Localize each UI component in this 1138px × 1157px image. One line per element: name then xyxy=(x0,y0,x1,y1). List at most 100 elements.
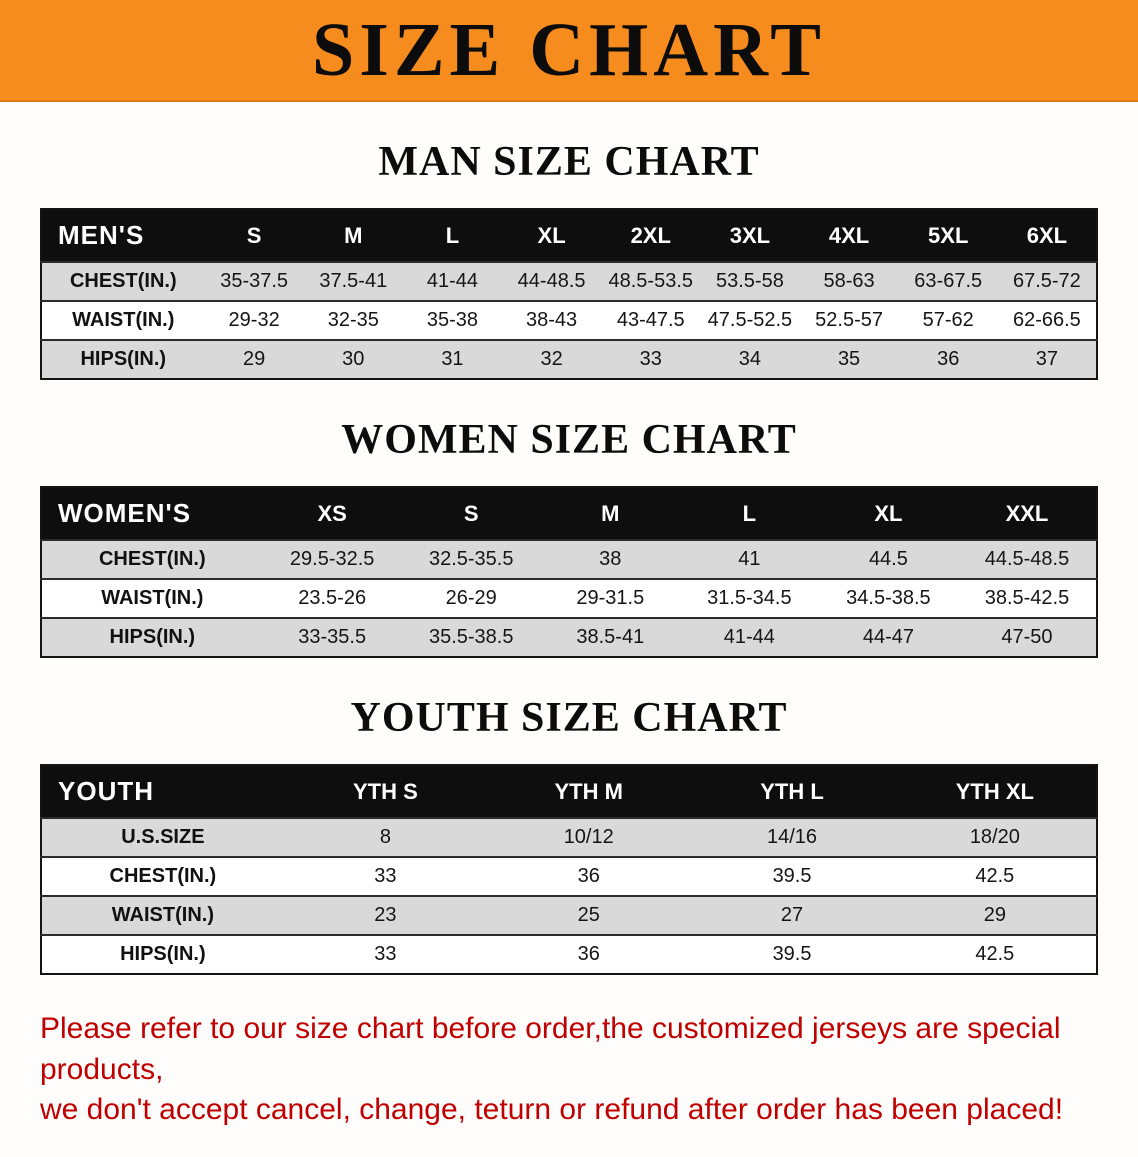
measurement-label: CHEST(IN.) xyxy=(109,865,217,887)
measurement-label: CHEST(IN.) xyxy=(98,548,206,570)
measurement-value: 35.5-38.5 xyxy=(428,626,514,648)
measurement-value: 44.5 xyxy=(868,548,908,570)
measurement-label: HIPS(IN.) xyxy=(120,943,206,965)
measurement-row: CHEST(IN.) 29.5-32.5 32.5-35.5 38 41 44.5 44.5… xyxy=(41,540,1097,579)
measurement-value: 29-32 xyxy=(228,309,280,331)
man-size-heading: MAN SIZE CHART xyxy=(378,139,760,185)
size-column-header: 4XL xyxy=(799,209,899,262)
measurement-row: WAIST(IN.) 23.5-26 26-29 29-31.5 31.5-34.5 34… xyxy=(41,579,1097,618)
measurement-value: 63-67.5 xyxy=(914,270,983,292)
measurement-label: WAIST(IN.) xyxy=(111,904,214,926)
measurement-value: 58-63 xyxy=(823,270,875,292)
size-column-header: YTH XL xyxy=(893,765,1097,818)
measurement-value: 32 xyxy=(540,348,563,370)
measurement-value: 48.5-53.5 xyxy=(608,270,693,292)
measurement-value: 37 xyxy=(1035,348,1059,370)
measurement-label: CHEST(IN.) xyxy=(69,270,177,292)
measurement-value: 33 xyxy=(374,943,397,965)
size-column-header: 2XL xyxy=(601,209,701,262)
measurement-value: 38.5-41 xyxy=(576,626,645,648)
measurement-label: WAIST(IN.) xyxy=(72,309,175,331)
measurement-value: 23 xyxy=(374,904,397,926)
disclaimer-line-1: Please refer to our size chart before or… xyxy=(40,1012,1061,1086)
measurement-value: 34.5-38.5 xyxy=(846,587,931,609)
size-column-header: M xyxy=(540,487,680,540)
measurement-value: 27 xyxy=(780,904,804,926)
size-column-header: YTH L xyxy=(690,765,894,818)
measurement-value: 31.5-34.5 xyxy=(707,587,792,609)
measurement-value: 33 xyxy=(639,348,662,370)
measurement-value: 14/16 xyxy=(767,826,818,848)
size-column-header: XL xyxy=(502,209,602,262)
measurement-row: HIPS(IN.) 33 36 39.5 42.5 xyxy=(41,935,1097,974)
man-size-table: MEN'S S M L XL 2XL 3XL 4XL 5XL 6XL CHEST(IN.) 35-37… xyxy=(40,208,1098,380)
measurement-value: 44-47 xyxy=(862,626,914,648)
measurement-value: 44.5-48.5 xyxy=(984,548,1070,570)
measurement-value: 41-44 xyxy=(426,270,479,292)
measurement-value: 34 xyxy=(738,348,762,370)
women-size-section: WOMEN SIZE CHART WOMEN'S XS S M L XL XXL CHEST(… xyxy=(0,416,1138,658)
banner: SIZE CHART xyxy=(0,0,1138,102)
measurement-value: 35-37.5 xyxy=(220,270,289,292)
measurement-row: HIPS(IN.) 29 30 31 32 33 34 35 36 37 xyxy=(41,340,1097,379)
measurement-value: 31 xyxy=(441,348,464,370)
measurement-value: 32.5-35.5 xyxy=(428,548,514,570)
size-column-header: L xyxy=(402,209,503,262)
measurement-value: 47-50 xyxy=(1001,626,1053,648)
measurement-row: HIPS(IN.) 33-35.5 35.5-38.5 38.5-41 41-44 44-… xyxy=(41,618,1097,657)
measurement-value: 36 xyxy=(577,865,600,887)
women-size-table: WOMEN'S XS S M L XL XXL CHEST(IN.) 29.5-32.5 32.5… xyxy=(40,486,1098,658)
measurement-value: 67.5-72 xyxy=(1012,270,1081,292)
measurement-value: 38 xyxy=(599,548,622,570)
size-column-header: M xyxy=(303,209,403,262)
measurement-value: 10/12 xyxy=(563,826,614,848)
youth-size-section: YOUTH SIZE CHART YOUTH YTH S YTH M YTH L YTH… xyxy=(0,694,1138,975)
table-header-row: YOUTH YTH S YTH M YTH L YTH XL xyxy=(41,765,1097,818)
measurement-value: 39.5 xyxy=(772,865,812,887)
measurement-value: 44-48.5 xyxy=(517,270,586,292)
disclaimer: Please refer to our size chart before or… xyxy=(40,1009,1098,1131)
size-column-header: 5XL xyxy=(898,209,998,262)
table-header-row: MEN'S S M L XL 2XL 3XL 4XL 5XL 6XL xyxy=(41,209,1097,262)
measurement-value: 33-35.5 xyxy=(298,626,367,648)
table-title-cell: YOUTH xyxy=(41,765,284,818)
measurement-value: 29 xyxy=(243,348,266,370)
measurement-value: 32-35 xyxy=(327,309,379,331)
measurement-value: 29 xyxy=(983,904,1006,926)
measurement-value: 35 xyxy=(837,348,861,370)
table-header-row: WOMEN'S XS S M L XL XXL xyxy=(41,487,1097,540)
measurement-label: WAIST(IN.) xyxy=(101,587,204,609)
page-title: SIZE CHART xyxy=(311,8,826,92)
size-column-header: L xyxy=(679,487,819,540)
table-title-cell: WOMEN'S xyxy=(41,487,263,540)
measurement-label: HIPS(IN.) xyxy=(80,348,167,370)
measurement-value: 42.5 xyxy=(975,943,1015,965)
measurement-value: 37.5-41 xyxy=(319,270,388,292)
measurement-value: 41-44 xyxy=(723,626,775,648)
size-column-header: S xyxy=(401,487,541,540)
man-size-section: MAN SIZE CHART MEN'S S M L XL 2XL 3XL 4XL 5XL 6XL… xyxy=(0,138,1138,380)
measurement-value: 42.5 xyxy=(975,865,1015,887)
youth-size-table: YOUTH YTH S YTH M YTH L YTH XL U.S.SIZE 8 10/12… xyxy=(40,764,1098,975)
measurement-value: 18/20 xyxy=(969,826,1020,848)
measurement-value: 23.5-26 xyxy=(298,587,367,609)
size-column-header: YTH M xyxy=(487,765,691,818)
size-column-header: S xyxy=(204,209,304,262)
measurement-value: 38-43 xyxy=(526,309,578,331)
youth-size-heading: YOUTH SIZE CHART xyxy=(350,695,788,741)
measurement-value: 26-29 xyxy=(445,587,497,609)
measurement-value: 39.5 xyxy=(772,943,812,965)
measurement-value: 38.5-42.5 xyxy=(984,587,1070,609)
measurement-value: 8 xyxy=(379,826,391,848)
measurement-value: 29-31.5 xyxy=(576,587,645,609)
measurement-row: WAIST(IN.) 29-32 32-35 35-38 38-43 43-47.5 47.… xyxy=(41,301,1097,340)
measurement-value: 35-38 xyxy=(426,309,479,331)
women-size-heading: WOMEN SIZE CHART xyxy=(341,417,797,463)
measurement-value: 25 xyxy=(577,904,600,926)
size-column-header: 3XL xyxy=(700,209,800,262)
measurement-label: HIPS(IN.) xyxy=(109,626,196,648)
table-title-cell: MEN'S xyxy=(41,209,205,262)
measurement-value: 41 xyxy=(738,548,761,570)
size-column-header: YTH S xyxy=(283,765,488,818)
